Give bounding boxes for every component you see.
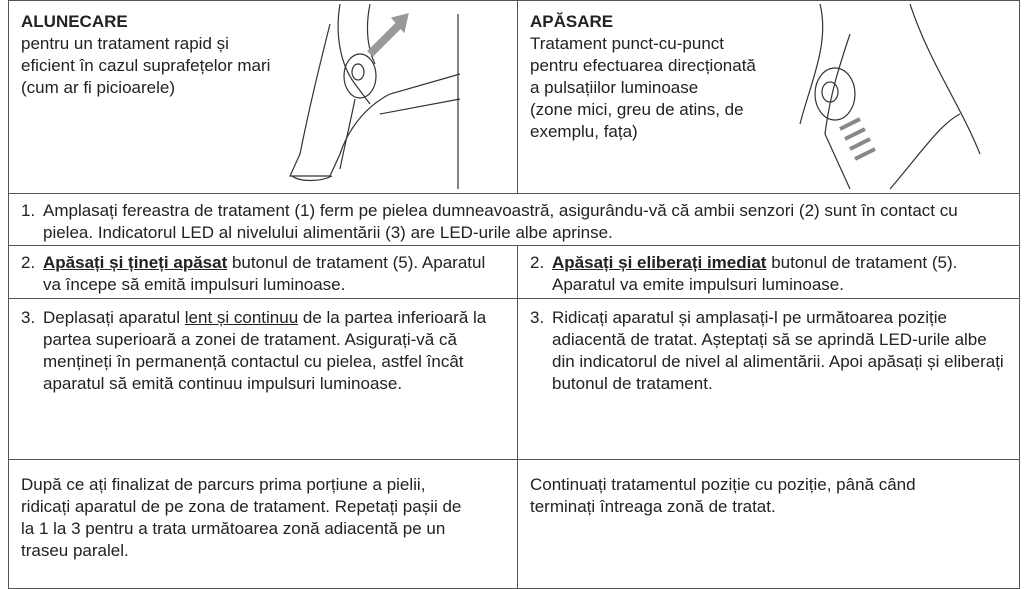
step-text: butonul de tratament (5). Aparatul va em… — [552, 253, 958, 294]
step-number: 1. — [21, 201, 36, 220]
step-number: 2. — [530, 253, 545, 272]
page: ALUNECARE pentru un tratament rapid și e… — [8, 0, 1020, 589]
cell-closing-left: După ce ați finalizat de parcurs prima p… — [8, 459, 518, 589]
cell-step-1: 1. Amplasați fereastra de tratament (1) f… — [8, 193, 1020, 246]
step-number: 3. — [21, 308, 36, 327]
illustration-face — [799, 4, 981, 190]
step-text: Ridicați aparatul și amplasați-l pe urmă… — [552, 308, 1004, 393]
step-emphasis: Apăsați și țineți apăsat — [43, 253, 228, 272]
step: 2. Apăsați și țineți apăsat butonul de tr… — [21, 252, 505, 296]
step-number: 3. — [530, 308, 545, 327]
step: 1. Amplasați fereastra de tratament (1) f… — [21, 200, 1007, 244]
cell-step-2-left: 2. Apăsați și țineți apăsat butonul de tr… — [8, 245, 518, 299]
section-title: APĂSARE — [530, 12, 614, 31]
cell-step-3-right: 3. Ridicați aparatul și amplasați-l pe ur… — [517, 298, 1020, 460]
step: 3. Deplasați aparatul lent și continuu de… — [21, 307, 505, 395]
step-text: butonul de tratament (5). Aparatul va în… — [43, 253, 486, 294]
section-description: Tratament punct-cu-punct pentru efectuar… — [530, 34, 756, 97]
step-emphasis: Apăsați și eliberați imediat — [552, 253, 767, 272]
step-text: Amplasați fereastra de tratament (1) fer… — [43, 201, 958, 242]
closing-text: După ce ați finalizat de parcurs prima p… — [21, 475, 462, 560]
step: 2. Apăsați și eliberați imediat butonul d… — [530, 252, 1007, 296]
cell-step-2-right: 2. Apăsați și eliberați imediat butonul d… — [517, 245, 1020, 299]
step-emphasis: lent și continuu — [184, 308, 299, 327]
illustration-legs — [289, 4, 461, 189]
step-text: de la partea inferioară la partea superi… — [43, 308, 487, 393]
cell-glide: ALUNECARE pentru un tratament rapid și e… — [8, 0, 518, 194]
section-description: pentru un tratament rapid și eficient în… — [21, 34, 271, 97]
step-text: Deplasați aparatul — [43, 308, 185, 327]
step-number: 2. — [21, 253, 36, 272]
section-title: ALUNECARE — [21, 12, 128, 31]
step: 3. Ridicați aparatul și amplasați-l pe ur… — [530, 307, 1007, 395]
cell-closing-right: Continuați tratamentul poziție cu poziți… — [517, 459, 1020, 589]
cell-step-3-left: 3. Deplasați aparatul lent și continuu de… — [8, 298, 518, 460]
closing-text: Continuați tratamentul poziție cu poziți… — [530, 475, 916, 516]
section-note: (zone mici, greu de atins, de exemplu, f… — [530, 100, 744, 141]
